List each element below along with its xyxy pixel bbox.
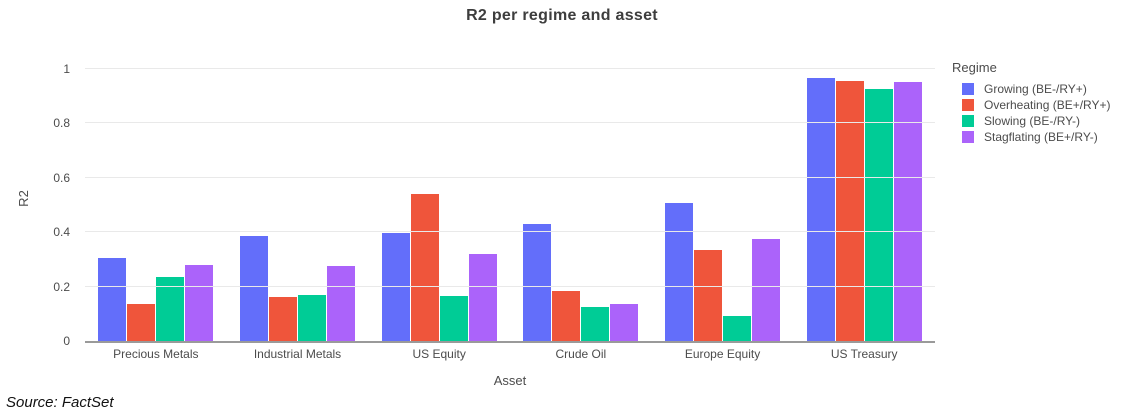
bar — [523, 223, 552, 341]
gridline — [85, 231, 935, 232]
chart-title: R2 per regime and asset — [466, 7, 658, 24]
legend-item[interactable]: Growing (BE-/RY+) — [962, 81, 1122, 97]
x-tick-label: Industrial Metals — [253, 347, 342, 361]
bar — [98, 257, 127, 341]
bar-group — [368, 55, 510, 341]
legend-item-label: Overheating (BE+/RY+) — [984, 98, 1111, 112]
bar — [835, 80, 864, 341]
bar-group — [510, 55, 652, 341]
bar — [752, 238, 781, 341]
bar — [694, 249, 723, 341]
y-tick-label: 0.4 — [53, 225, 70, 239]
legend-item-label: Slowing (BE-/RY-) — [984, 114, 1081, 128]
bar-groups — [85, 55, 935, 341]
bar — [665, 203, 694, 341]
plot-area — [85, 55, 935, 343]
y-tick-label: 1 — [63, 61, 70, 76]
y-axis-ticks: 0 0.2 0.4 0.6 0.8 1 — [0, 55, 78, 349]
bar — [468, 253, 497, 341]
bar — [298, 294, 326, 341]
legend-title: Regime — [952, 60, 997, 75]
x-axis-tick-labels: Precious Metals Industrial Metals US Equit… — [85, 347, 935, 361]
legend-item[interactable]: Slowing (BE-/RY-) — [962, 113, 1122, 129]
source-note: Source: FactSet — [6, 394, 114, 411]
gridline — [85, 122, 935, 123]
legend-swatch-icon — [962, 131, 974, 143]
x-tick-label: US Treasury — [830, 347, 898, 361]
bar — [156, 276, 185, 341]
bar — [893, 82, 922, 341]
bar-group — [652, 55, 794, 341]
legend-swatch-icon — [962, 83, 974, 95]
legend-item-label: Growing (BE-/RY+) — [984, 82, 1087, 96]
bar-group — [85, 55, 227, 341]
legend: Regime Growing (BE-/RY+) Overheating (BE+… — [952, 60, 1122, 145]
bar-group — [227, 55, 369, 341]
x-tick-label: Europe Equity — [684, 347, 761, 361]
bar — [410, 193, 439, 341]
bar — [269, 297, 297, 341]
legend-item-label: Stagflating (BE+/RY-) — [984, 130, 1098, 144]
y-tick-label: 0.2 — [53, 279, 70, 294]
bar — [381, 233, 410, 341]
legend-item[interactable]: Overheating (BE+/RY+) — [962, 97, 1122, 113]
bar — [327, 266, 355, 341]
legend-swatch-icon — [962, 99, 974, 111]
bar — [581, 306, 610, 341]
y-tick-label: 0.8 — [53, 116, 70, 130]
bar — [610, 304, 639, 341]
gridline — [85, 67, 935, 69]
bar-group — [793, 55, 935, 341]
bar — [552, 290, 581, 341]
x-tick-label: Precious Metals — [113, 347, 199, 361]
bar — [864, 88, 893, 341]
y-tick-label: 0 — [63, 334, 70, 348]
bar — [806, 78, 835, 341]
legend-items: Growing (BE-/RY+) Overheating (BE+/RY+) Sl… — [952, 81, 1122, 145]
y-tick-label: 0.6 — [53, 170, 70, 185]
x-tick-label: US Equity — [412, 347, 466, 361]
bar — [127, 304, 156, 341]
bar — [439, 296, 468, 341]
gridline — [85, 285, 935, 287]
x-tick-label: Crude Oil — [555, 347, 607, 361]
legend-item[interactable]: Stagflating (BE+/RY-) — [962, 129, 1122, 145]
bar — [185, 264, 214, 341]
legend-swatch-icon — [962, 115, 974, 127]
gridline — [85, 176, 935, 178]
bar — [240, 236, 268, 341]
x-axis-title: Asset — [493, 373, 527, 388]
bar — [723, 316, 752, 341]
